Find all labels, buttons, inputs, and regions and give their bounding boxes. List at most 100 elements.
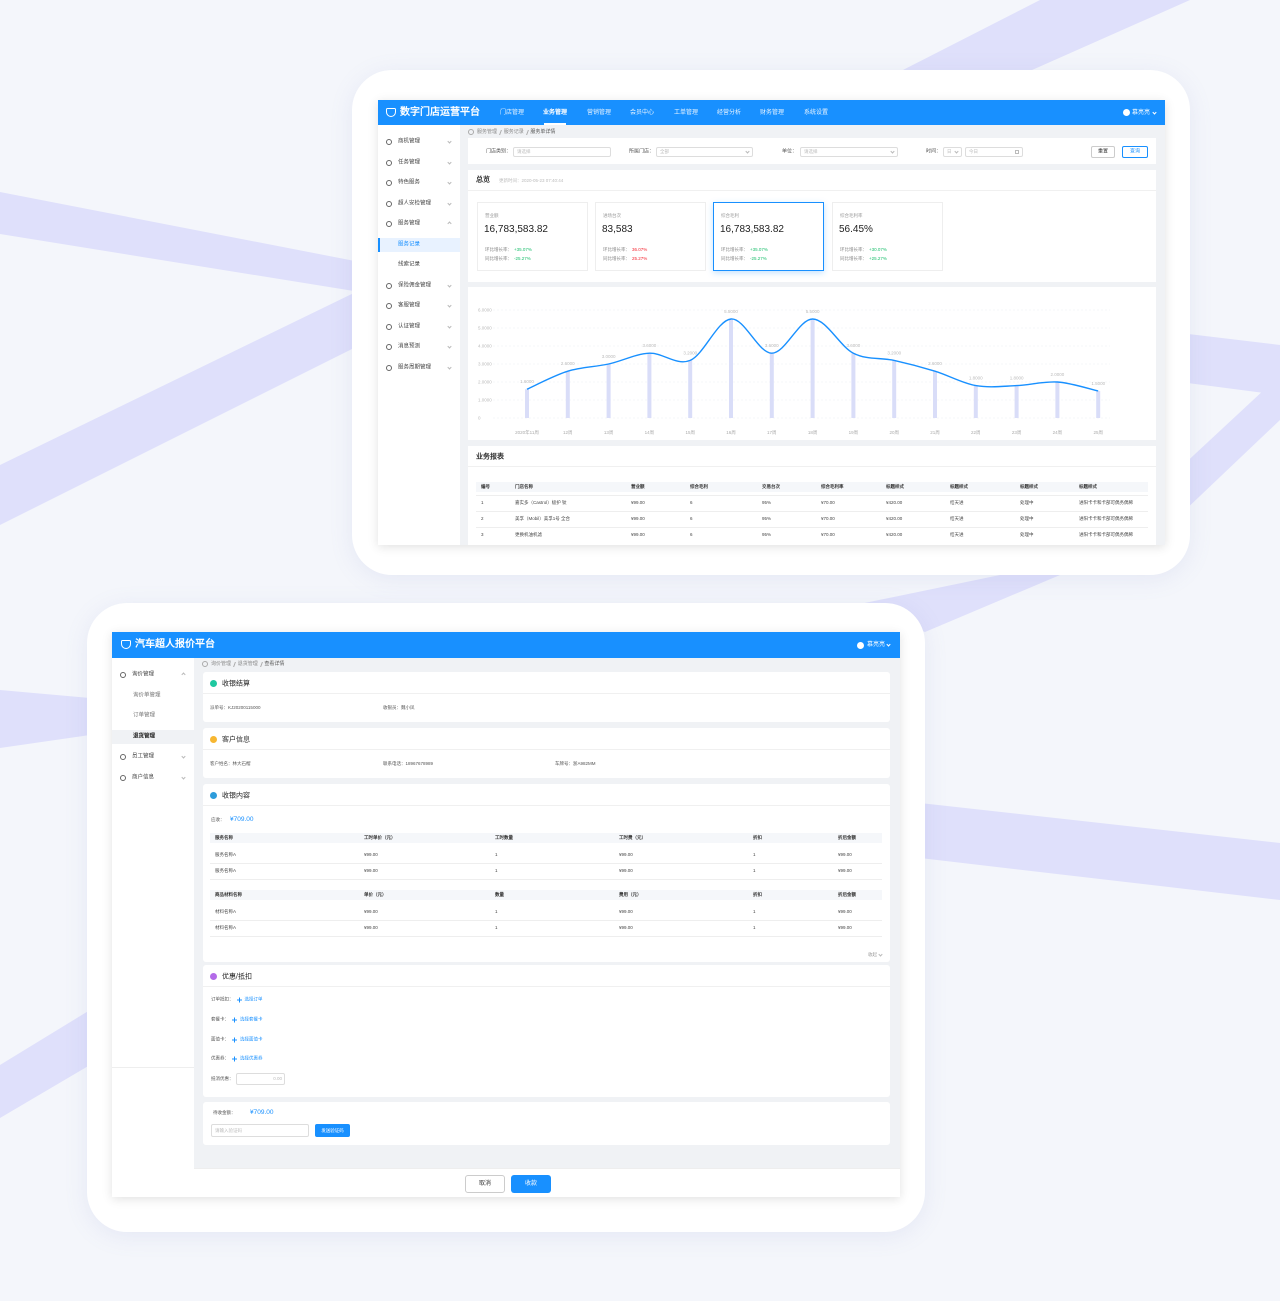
send-code-label[interactable]: 发送验证码 [321, 1127, 344, 1133]
query-label[interactable]: 查询 [1129, 148, 1141, 155]
nav-item[interactable]: 业务管理 [542, 109, 568, 116]
filter-input[interactable] [513, 147, 611, 157]
offset-placeholder: 0.00 [273, 1075, 282, 1081]
field: 客户姓名：林大石榴 [210, 760, 251, 766]
sidebar-item[interactable]: 客服管理 [398, 302, 421, 309]
nav-item[interactable]: 系统设置 [803, 109, 829, 116]
sidebar-item[interactable]: 任务管理 [398, 159, 421, 166]
confirm-label[interactable]: 收款 [524, 1181, 538, 1187]
sidebar-item[interactable]: 员工管理 [132, 753, 155, 760]
section-icon [210, 973, 217, 980]
discount-action[interactable]: 选择订单 [244, 996, 263, 1002]
cancel-button[interactable] [465, 1175, 505, 1193]
stat-label: 综合毛利率 [840, 212, 863, 218]
reset-label[interactable]: 重置 [1097, 148, 1109, 155]
breadcrumb-item[interactable]: 服务管理 [477, 128, 498, 135]
discount-action[interactable]: 选择优惠券 [240, 1055, 263, 1061]
table-header: 费用（元） [619, 891, 642, 897]
sidebar-item[interactable]: 服务管理 [398, 220, 421, 227]
sidebar-item[interactable]: 询价管理 [132, 671, 155, 678]
query-button[interactable] [1122, 146, 1148, 158]
table-cell: ¥99.00 [631, 499, 645, 505]
nav-item[interactable]: 门店管理 [499, 109, 525, 116]
nav-item[interactable]: 会员中心 [629, 109, 655, 116]
nav-item[interactable]: 经营分析 [716, 109, 742, 116]
quote-platform-app: 汽车超人报价平台 慕亮亮 询价管理 询价单管理 订单管理 退货管理 员工管理 商户信息 询价管理… [112, 632, 900, 1197]
filter-input[interactable] [800, 147, 898, 157]
cancel-label[interactable]: 取消 [478, 1181, 492, 1187]
nav-item[interactable]: 营销管理 [586, 109, 612, 116]
sidebar-divider [112, 1067, 194, 1068]
x-tick-label: 14周 [645, 430, 655, 436]
x-tick-label: 18周 [808, 430, 818, 436]
table-header: 标题样式 [950, 483, 968, 489]
stat-card[interactable] [832, 202, 943, 271]
breadcrumb-item[interactable]: 询价管理 [211, 660, 232, 667]
stat-card[interactable] [713, 202, 824, 271]
table-header: 标题样式 [886, 483, 904, 489]
value-label: 5.5000 [724, 309, 738, 314]
table-cell: ¥99.00 [364, 908, 378, 914]
stat-card[interactable] [595, 202, 706, 271]
sidebar-icon [120, 754, 126, 760]
sidebar-item[interactable]: 线索记录 [398, 261, 421, 268]
filter-label: 单位： [781, 148, 797, 155]
offset-input[interactable] [236, 1073, 285, 1085]
stat-card[interactable] [477, 202, 588, 271]
confirm-button[interactable] [511, 1175, 551, 1193]
collapse-toggle[interactable]: 收起 [868, 951, 877, 957]
table-cell: ¥70.00 [821, 515, 835, 521]
breadcrumb-item[interactable]: 服务单详情 [530, 128, 556, 135]
table-cell: 更换机油机滤 [515, 531, 542, 537]
table-header: 营业额 [631, 483, 645, 489]
nav-item[interactable]: 财务管理 [759, 109, 785, 116]
stat-mom-value: +35.07% [750, 246, 768, 252]
table-cell: 服务名称A [215, 851, 237, 857]
filter-input[interactable] [656, 147, 753, 157]
breadcrumb-item[interactable]: 退货管理 [237, 660, 258, 667]
discount-action[interactable]: 选择面值卡 [240, 1036, 263, 1042]
breadcrumb-item[interactable]: 查看详情 [264, 660, 285, 667]
sidebar-item[interactable]: 消息预测 [398, 343, 421, 350]
sidebar-item[interactable]: 服务记录 [398, 241, 421, 248]
table-cell: ¥70.00 [821, 531, 835, 537]
discount-row: 订单抵扣： 选择订单 [211, 996, 263, 1003]
discount-label: 面值卡： [211, 1036, 229, 1042]
bar [647, 353, 652, 418]
sidebar-item[interactable]: 超人安检管理 [398, 200, 432, 207]
bar [688, 360, 693, 418]
user-name[interactable]: 慕亮亮 [1132, 109, 1151, 116]
send-code-button[interactable] [315, 1124, 350, 1137]
x-tick-label: 17周 [767, 430, 777, 436]
sidebar-item[interactable]: 服务周期管理 [398, 364, 432, 371]
table-header: 编号 [481, 483, 490, 489]
plus-icon [232, 1056, 237, 1062]
filter-input[interactable] [943, 147, 962, 157]
x-tick-label: 19周 [849, 430, 859, 436]
date-input[interactable] [965, 147, 1023, 157]
sidebar-item[interactable]: 保险佣金管理 [398, 282, 432, 289]
breadcrumb-item[interactable]: 服务记录 [503, 128, 524, 135]
code-input[interactable] [211, 1124, 309, 1137]
user-avatar [1123, 109, 1130, 116]
reset-button[interactable] [1091, 146, 1115, 158]
sidebar-item[interactable]: 特色服务 [398, 179, 421, 186]
value-label: 1.8000 [1010, 376, 1024, 381]
sidebar-subitem[interactable]: 询价单管理 [133, 691, 161, 698]
y-tick-label: 1.0000 [478, 398, 492, 403]
calendar-icon [1015, 149, 1019, 154]
table-header: 折扣 [753, 834, 762, 840]
sidebar-item[interactable]: 商户信息 [132, 773, 155, 780]
discount-action[interactable]: 选择套餐卡 [240, 1016, 263, 1022]
table-cell: 桔天进 [950, 531, 964, 537]
code-placeholder: 请输入验证码 [215, 1127, 242, 1133]
nav-item[interactable]: 工单管理 [673, 109, 699, 116]
sidebar-subitem[interactable]: 订单管理 [133, 712, 156, 719]
table-cell: 处理中 [1020, 531, 1034, 537]
sidebar-item[interactable]: 认证管理 [398, 323, 421, 330]
user-name[interactable]: 慕亮亮 [867, 642, 886, 648]
sidebar-subitem[interactable]: 退货管理 [133, 732, 156, 739]
sidebar [112, 658, 194, 1197]
discount-label: 套餐卡： [211, 1016, 229, 1022]
sidebar-item[interactable]: 商机管理 [398, 138, 421, 145]
